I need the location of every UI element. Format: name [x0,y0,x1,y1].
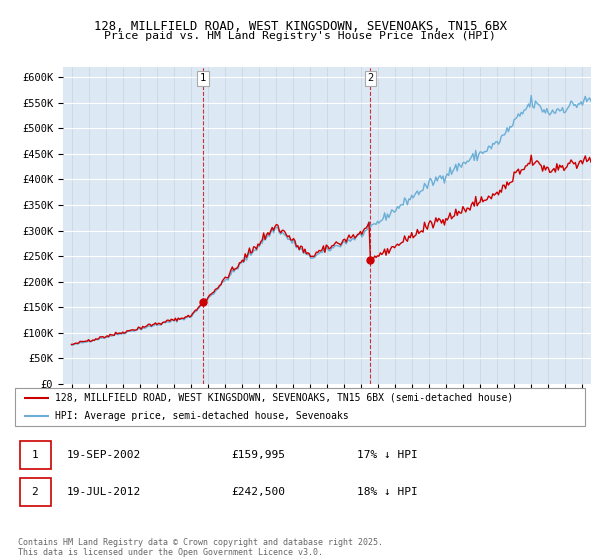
Text: 17% ↓ HPI: 17% ↓ HPI [357,450,418,460]
Text: 1: 1 [200,73,206,83]
FancyBboxPatch shape [20,478,51,506]
Text: £159,995: £159,995 [232,450,286,460]
FancyBboxPatch shape [20,441,51,469]
Text: 19-SEP-2002: 19-SEP-2002 [66,450,140,460]
Text: 2: 2 [32,487,38,497]
Text: Price paid vs. HM Land Registry's House Price Index (HPI): Price paid vs. HM Land Registry's House … [104,31,496,41]
Text: 1: 1 [32,450,38,460]
Text: 18% ↓ HPI: 18% ↓ HPI [357,487,418,497]
Text: 128, MILLFIELD ROAD, WEST KINGSDOWN, SEVENOAKS, TN15 6BX (semi-detached house): 128, MILLFIELD ROAD, WEST KINGSDOWN, SEV… [55,393,513,403]
Text: 2: 2 [367,73,373,83]
FancyBboxPatch shape [15,388,585,426]
Text: HPI: Average price, semi-detached house, Sevenoaks: HPI: Average price, semi-detached house,… [55,411,349,421]
Text: Contains HM Land Registry data © Crown copyright and database right 2025.
This d: Contains HM Land Registry data © Crown c… [18,538,383,557]
Text: 19-JUL-2012: 19-JUL-2012 [66,487,140,497]
Text: 128, MILLFIELD ROAD, WEST KINGSDOWN, SEVENOAKS, TN15 6BX: 128, MILLFIELD ROAD, WEST KINGSDOWN, SEV… [94,20,506,32]
Text: £242,500: £242,500 [232,487,286,497]
